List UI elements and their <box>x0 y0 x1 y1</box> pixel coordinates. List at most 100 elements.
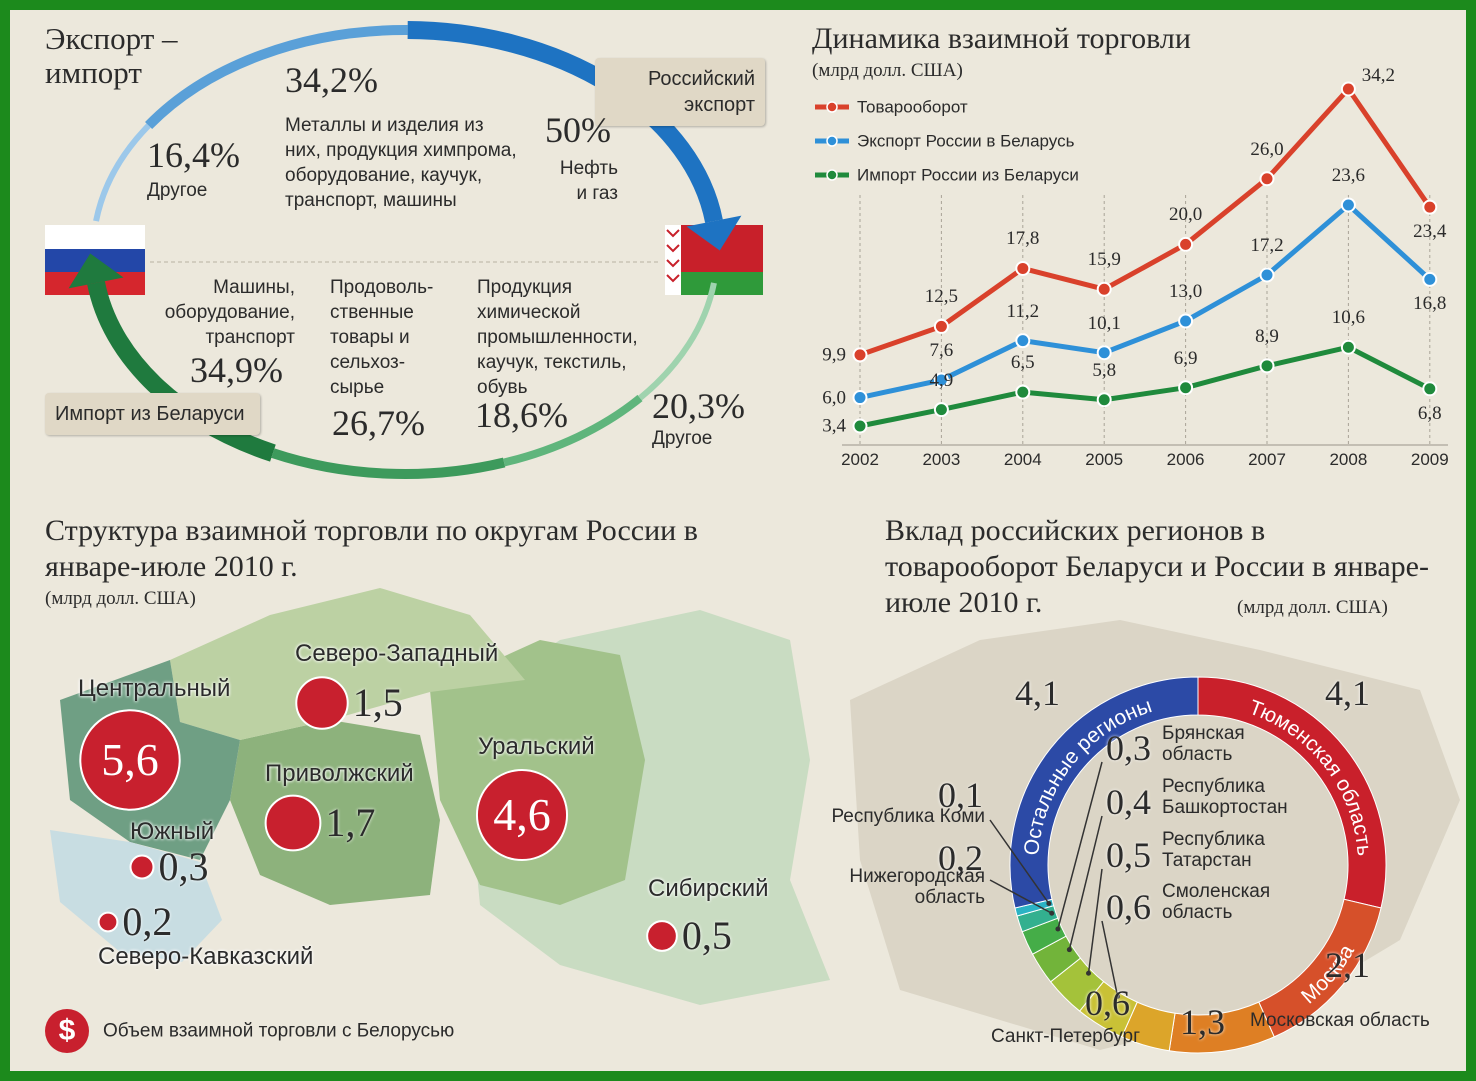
category-label: Нефть и газ <box>559 158 618 204</box>
value-label: 1,5 <box>352 680 403 725</box>
section-title: Структура взаимной торговли по округам Р… <box>45 514 698 583</box>
value-label: 0,6 <box>1085 983 1130 1023</box>
value-label: 0,2 <box>938 838 983 878</box>
data-point <box>1015 333 1031 349</box>
map-region <box>170 588 525 740</box>
legend-label: Импорт России из Беларуси <box>857 165 1079 185</box>
series-name: Импорт из Беларуси <box>45 393 260 435</box>
category-label: Центральный <box>78 675 231 702</box>
data-point <box>1340 339 1356 355</box>
value-label: 0,5 <box>681 913 732 958</box>
value-label: 4,1 <box>1015 673 1060 713</box>
category-label: Санкт-Петербург <box>990 1026 1140 1047</box>
category-label: Приволжский <box>265 760 414 787</box>
flow-segment <box>638 282 717 401</box>
data-point <box>1096 345 1112 361</box>
x-tick-label: 2003 <box>922 450 961 469</box>
leader-line <box>989 879 1053 914</box>
data-point <box>1178 380 1194 396</box>
x-tick-label: 2009 <box>1410 450 1449 469</box>
leader-dot <box>1115 993 1121 999</box>
value-label: 20,0 <box>1168 204 1203 226</box>
flow-arrowhead <box>686 215 742 251</box>
section-subtitle: (млрд долл. США) <box>45 588 196 609</box>
map <box>50 588 1460 1050</box>
data-point <box>852 347 868 363</box>
category-label: Нижегородская область <box>849 866 985 908</box>
leader-dot <box>1046 900 1052 906</box>
value-label: 1,3 <box>1180 1002 1225 1042</box>
data-point <box>1096 392 1112 408</box>
value-label: 0,5 <box>1106 835 1151 875</box>
legend-marker <box>826 101 838 113</box>
map-region <box>230 720 440 905</box>
value-label: 3,4 <box>822 415 846 437</box>
category-label: Северо-Кавказский <box>98 943 314 970</box>
x-tick-label: 2006 <box>1166 450 1205 469</box>
category-label: Металлы и изделия из них, продукция химп… <box>285 115 517 211</box>
data-point <box>933 318 949 334</box>
data-point <box>1015 260 1031 276</box>
legend-label: Экспорт России в Беларусь <box>857 131 1075 151</box>
value-label: 50% <box>545 110 611 150</box>
value-label: 5,6 <box>101 734 159 785</box>
value-label: 6,8 <box>1417 402 1442 424</box>
data-point <box>852 418 868 434</box>
category-label: Смоленская область <box>1162 881 1271 923</box>
x-tick-label: 2007 <box>1248 450 1286 469</box>
category-label: Другое <box>652 428 713 449</box>
bubble <box>129 854 155 880</box>
data-point <box>1259 171 1275 187</box>
value-label: 0,4 <box>1106 782 1151 822</box>
x-tick-label: 2005 <box>1085 450 1124 469</box>
series-line <box>859 86 1432 358</box>
leader-line <box>1087 868 1103 974</box>
value-label: 6,0 <box>822 387 846 409</box>
value-label: 0,2 <box>122 899 173 944</box>
legend-symbol: $ <box>58 1014 76 1047</box>
category-label: Машины, оборудование, транспорт <box>164 277 295 348</box>
flow-segment <box>145 25 408 129</box>
value-label: 26,0 <box>1250 138 1284 160</box>
value-label: 4,6 <box>493 789 551 840</box>
data-point <box>1422 381 1438 397</box>
value-label: 18,6% <box>475 395 568 435</box>
bubble <box>97 911 119 933</box>
bubble <box>646 920 678 952</box>
section-title: Динамика взаимной торговли <box>812 22 1191 55</box>
value-label: 16,8 <box>1413 293 1447 315</box>
category-label: Другое <box>147 180 208 201</box>
section-title: Вклад российских регионов в товарооборот… <box>885 514 1429 619</box>
series-name: Российский экспорт <box>595 58 765 126</box>
category-label: Продоволь-ственные товары и сельхоз-сырь… <box>330 277 434 398</box>
value-label: 6,9 <box>1173 347 1198 369</box>
leader-line <box>989 819 1050 904</box>
legend-marker <box>826 169 838 181</box>
category-label: Продукция химической промышленности, кау… <box>477 277 638 398</box>
category-label: Уральский <box>478 733 595 760</box>
legend-label: Товарооборот <box>857 97 968 117</box>
bubble <box>79 709 181 811</box>
leader-dot <box>1086 970 1092 976</box>
value-label: 15,9 <box>1087 249 1121 271</box>
leader-line <box>1101 920 1119 997</box>
value-label: 0,1 <box>938 775 983 815</box>
bubble <box>475 768 569 862</box>
category-label: Республика Коми <box>831 806 985 827</box>
value-label: 1,7 <box>325 800 376 845</box>
value-label: 34,9% <box>190 350 283 390</box>
section-title: Экспорт – импорт <box>45 21 178 90</box>
value-label: 2,1 <box>1325 945 1370 985</box>
value-label: 10,6 <box>1331 307 1366 329</box>
value-label: 9,9 <box>822 344 846 366</box>
category-label: Московская область <box>1250 1010 1430 1031</box>
value-label: 17,8 <box>1006 228 1040 250</box>
flow-segment <box>93 123 151 222</box>
data-point <box>1259 267 1275 283</box>
flow-arrowhead <box>68 253 124 289</box>
data-point <box>1422 199 1438 215</box>
flow-segment <box>503 394 643 467</box>
legend-symbol-bg <box>45 1009 89 1053</box>
data-point <box>1340 197 1356 213</box>
